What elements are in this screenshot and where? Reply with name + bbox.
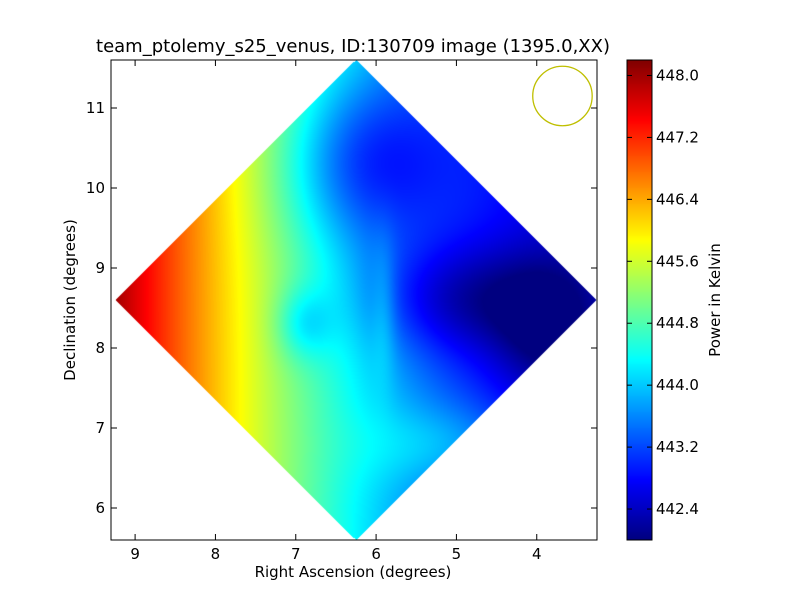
colorbar-label: Power in Kelvin	[706, 243, 724, 357]
x-tick-label: 6	[371, 545, 381, 563]
y-tick-label: 8	[95, 339, 105, 357]
y-tick-label: 10	[86, 179, 105, 197]
colorbar-tick-label: 444.0	[656, 376, 699, 394]
x-tick-label: 8	[211, 545, 221, 563]
plot-area: 9 8 7 6 5 4 6 7 8 9 10 11	[86, 59, 598, 563]
colorbar-tick-label: 444.8	[656, 314, 699, 332]
x-tick-label: 5	[452, 545, 462, 563]
x-axis: 9 8 7 6 5 4	[130, 60, 542, 563]
colorbar-tick-label: 447.2	[656, 128, 699, 146]
y-tick-label: 11	[86, 99, 105, 117]
chart-title: team_ptolemy_s25_venus, ID:130709 image …	[96, 36, 610, 57]
colorbar: 448.0 447.2 446.4 445.6 444.8 444.0 443.2 442.4…	[626, 59, 724, 541]
y-axis: 6 7 8 9 10 11	[86, 99, 597, 517]
y-tick-label: 7	[95, 419, 105, 437]
colorbar-tick-label: 448.0	[656, 66, 699, 84]
x-axis-label: Right Ascension (degrees)	[255, 563, 452, 581]
x-tick-label: 4	[532, 545, 542, 563]
colorbar-frame	[626, 59, 653, 541]
colorbar-gradient	[627, 60, 652, 540]
y-tick-label: 6	[95, 499, 105, 517]
x-tick-label: 9	[130, 545, 140, 563]
colorbar-tick-label: 442.4	[656, 500, 699, 518]
beam-circle	[532, 65, 593, 127]
colorbar-tick-label: 443.2	[656, 438, 699, 456]
x-tick-label: 7	[291, 545, 301, 563]
colorbar-tick-label: 445.6	[656, 252, 699, 270]
colorbar-ticks: 448.0 447.2 446.4 445.6 444.8 444.0 443.2 442.4	[627, 66, 699, 518]
y-axis-label: Declination (degrees)	[61, 219, 79, 381]
colorbar-tick-label: 446.4	[656, 190, 699, 208]
heatmap-image	[111, 60, 597, 540]
y-tick-label: 9	[95, 259, 105, 277]
plot-frame	[110, 59, 598, 541]
